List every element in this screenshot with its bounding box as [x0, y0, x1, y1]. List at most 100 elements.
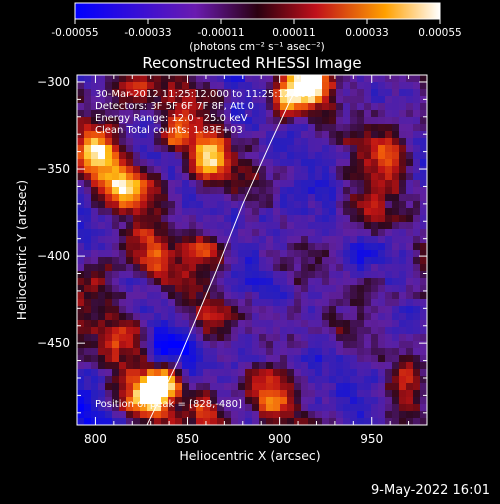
- heatmap-cell: [413, 131, 421, 139]
- heatmap-cell: [126, 348, 134, 356]
- heatmap-cell: [280, 75, 288, 83]
- heatmap-cell: [161, 334, 169, 342]
- heatmap-cell: [189, 187, 197, 195]
- heatmap-cell: [287, 313, 295, 321]
- heatmap-cell: [119, 166, 127, 174]
- heatmap-cell: [175, 341, 183, 349]
- heatmap-cell: [91, 348, 99, 356]
- heatmap-cell: [77, 75, 85, 83]
- colorbar-ticks: [74, 19, 441, 24]
- heatmap-cell: [336, 201, 344, 209]
- heatmap-cell: [161, 306, 169, 314]
- heatmap-cell: [91, 152, 99, 160]
- heatmap-cell: [182, 229, 190, 237]
- heatmap-cell: [238, 418, 246, 425]
- heatmap-cell: [147, 271, 155, 279]
- heatmap-cell: [343, 75, 351, 83]
- heatmap-cell: [399, 243, 407, 251]
- heatmap-cell: [252, 194, 260, 202]
- heatmap-cell: [196, 313, 204, 321]
- heatmap-cell: [168, 271, 176, 279]
- heatmap-cell: [413, 243, 421, 251]
- heatmap-cell: [406, 390, 414, 398]
- heatmap-cell: [203, 376, 211, 384]
- heatmap-cell: [98, 89, 106, 97]
- heatmap-cell: [357, 89, 365, 97]
- heatmap-cell: [385, 194, 393, 202]
- heatmap-cell: [371, 271, 379, 279]
- heatmap-cell: [126, 138, 134, 146]
- heatmap-cell: [84, 257, 92, 265]
- heatmap-cell: [280, 257, 288, 265]
- heatmap-cell: [224, 131, 232, 139]
- heatmap-cell: [336, 306, 344, 314]
- heatmap-cell: [259, 243, 267, 251]
- heatmap-cell: [301, 208, 309, 216]
- heatmap-cell: [350, 306, 358, 314]
- heatmap-cell: [287, 138, 295, 146]
- heatmap-cell: [406, 166, 414, 174]
- heatmap-cell: [119, 236, 127, 244]
- heatmap-cell: [91, 166, 99, 174]
- heatmap-cell: [371, 194, 379, 202]
- heatmap-cell: [189, 334, 197, 342]
- heatmap-cell: [315, 110, 323, 118]
- heatmap-cell: [119, 285, 127, 293]
- heatmap-cell: [413, 299, 421, 307]
- heatmap-cell: [350, 313, 358, 321]
- heatmap-cell: [413, 201, 421, 209]
- heatmap-cell: [308, 250, 316, 258]
- heatmap-cell: [147, 229, 155, 237]
- colorbar-tick-labels: -0.00055 -0.00033 -0.00011 0.00011 0.00033 0.…: [51, 27, 461, 39]
- heatmap-cell: [147, 117, 155, 125]
- heatmap-cell: [287, 208, 295, 216]
- heatmap-cell: [182, 334, 190, 342]
- heatmap-cell: [399, 215, 407, 223]
- heatmap-cell: [294, 96, 302, 104]
- heatmap-cell: [147, 82, 155, 90]
- heatmap-cell: [343, 285, 351, 293]
- heatmap-cell: [238, 124, 246, 132]
- heatmap-cell: [322, 75, 330, 83]
- heatmap-cell: [378, 355, 386, 363]
- heatmap-cell: [91, 124, 99, 132]
- heatmap-cell: [287, 278, 295, 286]
- heatmap-cell: [406, 285, 414, 293]
- heatmap-cell: [140, 222, 148, 230]
- heatmap-cell: [273, 124, 281, 132]
- heatmap-cell: [287, 369, 295, 377]
- heatmap-cell: [77, 89, 85, 97]
- heatmap-cell: [392, 397, 400, 405]
- heatmap-cell: [217, 201, 225, 209]
- heatmap-cell: [238, 278, 246, 286]
- heatmap-cell: [126, 103, 134, 111]
- heatmap-cell: [385, 348, 393, 356]
- heatmap-cell: [182, 208, 190, 216]
- heatmap-cell: [147, 180, 155, 188]
- heatmap-cell: [266, 278, 274, 286]
- heatmap-cell: [343, 236, 351, 244]
- heatmap-cell: [77, 222, 85, 230]
- heatmap-cell: [147, 243, 155, 251]
- heatmap-cell: [329, 341, 337, 349]
- heatmap-cell: [245, 180, 253, 188]
- heatmap-cell: [406, 383, 414, 391]
- heatmap-cell: [273, 222, 281, 230]
- heatmap-cell: [336, 117, 344, 125]
- heatmap-cell: [294, 369, 302, 377]
- heatmap-cell: [231, 250, 239, 258]
- heatmap-cell: [238, 306, 246, 314]
- heatmap-cell: [371, 236, 379, 244]
- heatmap-cell: [343, 397, 351, 405]
- heatmap-cell: [168, 173, 176, 181]
- heatmap-cell: [133, 348, 141, 356]
- heatmap-cell: [112, 285, 120, 293]
- heatmap-cell: [217, 75, 225, 83]
- heatmap-cell: [98, 145, 106, 153]
- heatmap-cell: [105, 271, 113, 279]
- heatmap-cell: [266, 110, 274, 118]
- heatmap-cell: [364, 418, 372, 425]
- heatmap-cell: [126, 355, 134, 363]
- heatmap-cell: [84, 194, 92, 202]
- heatmap-cell: [385, 355, 393, 363]
